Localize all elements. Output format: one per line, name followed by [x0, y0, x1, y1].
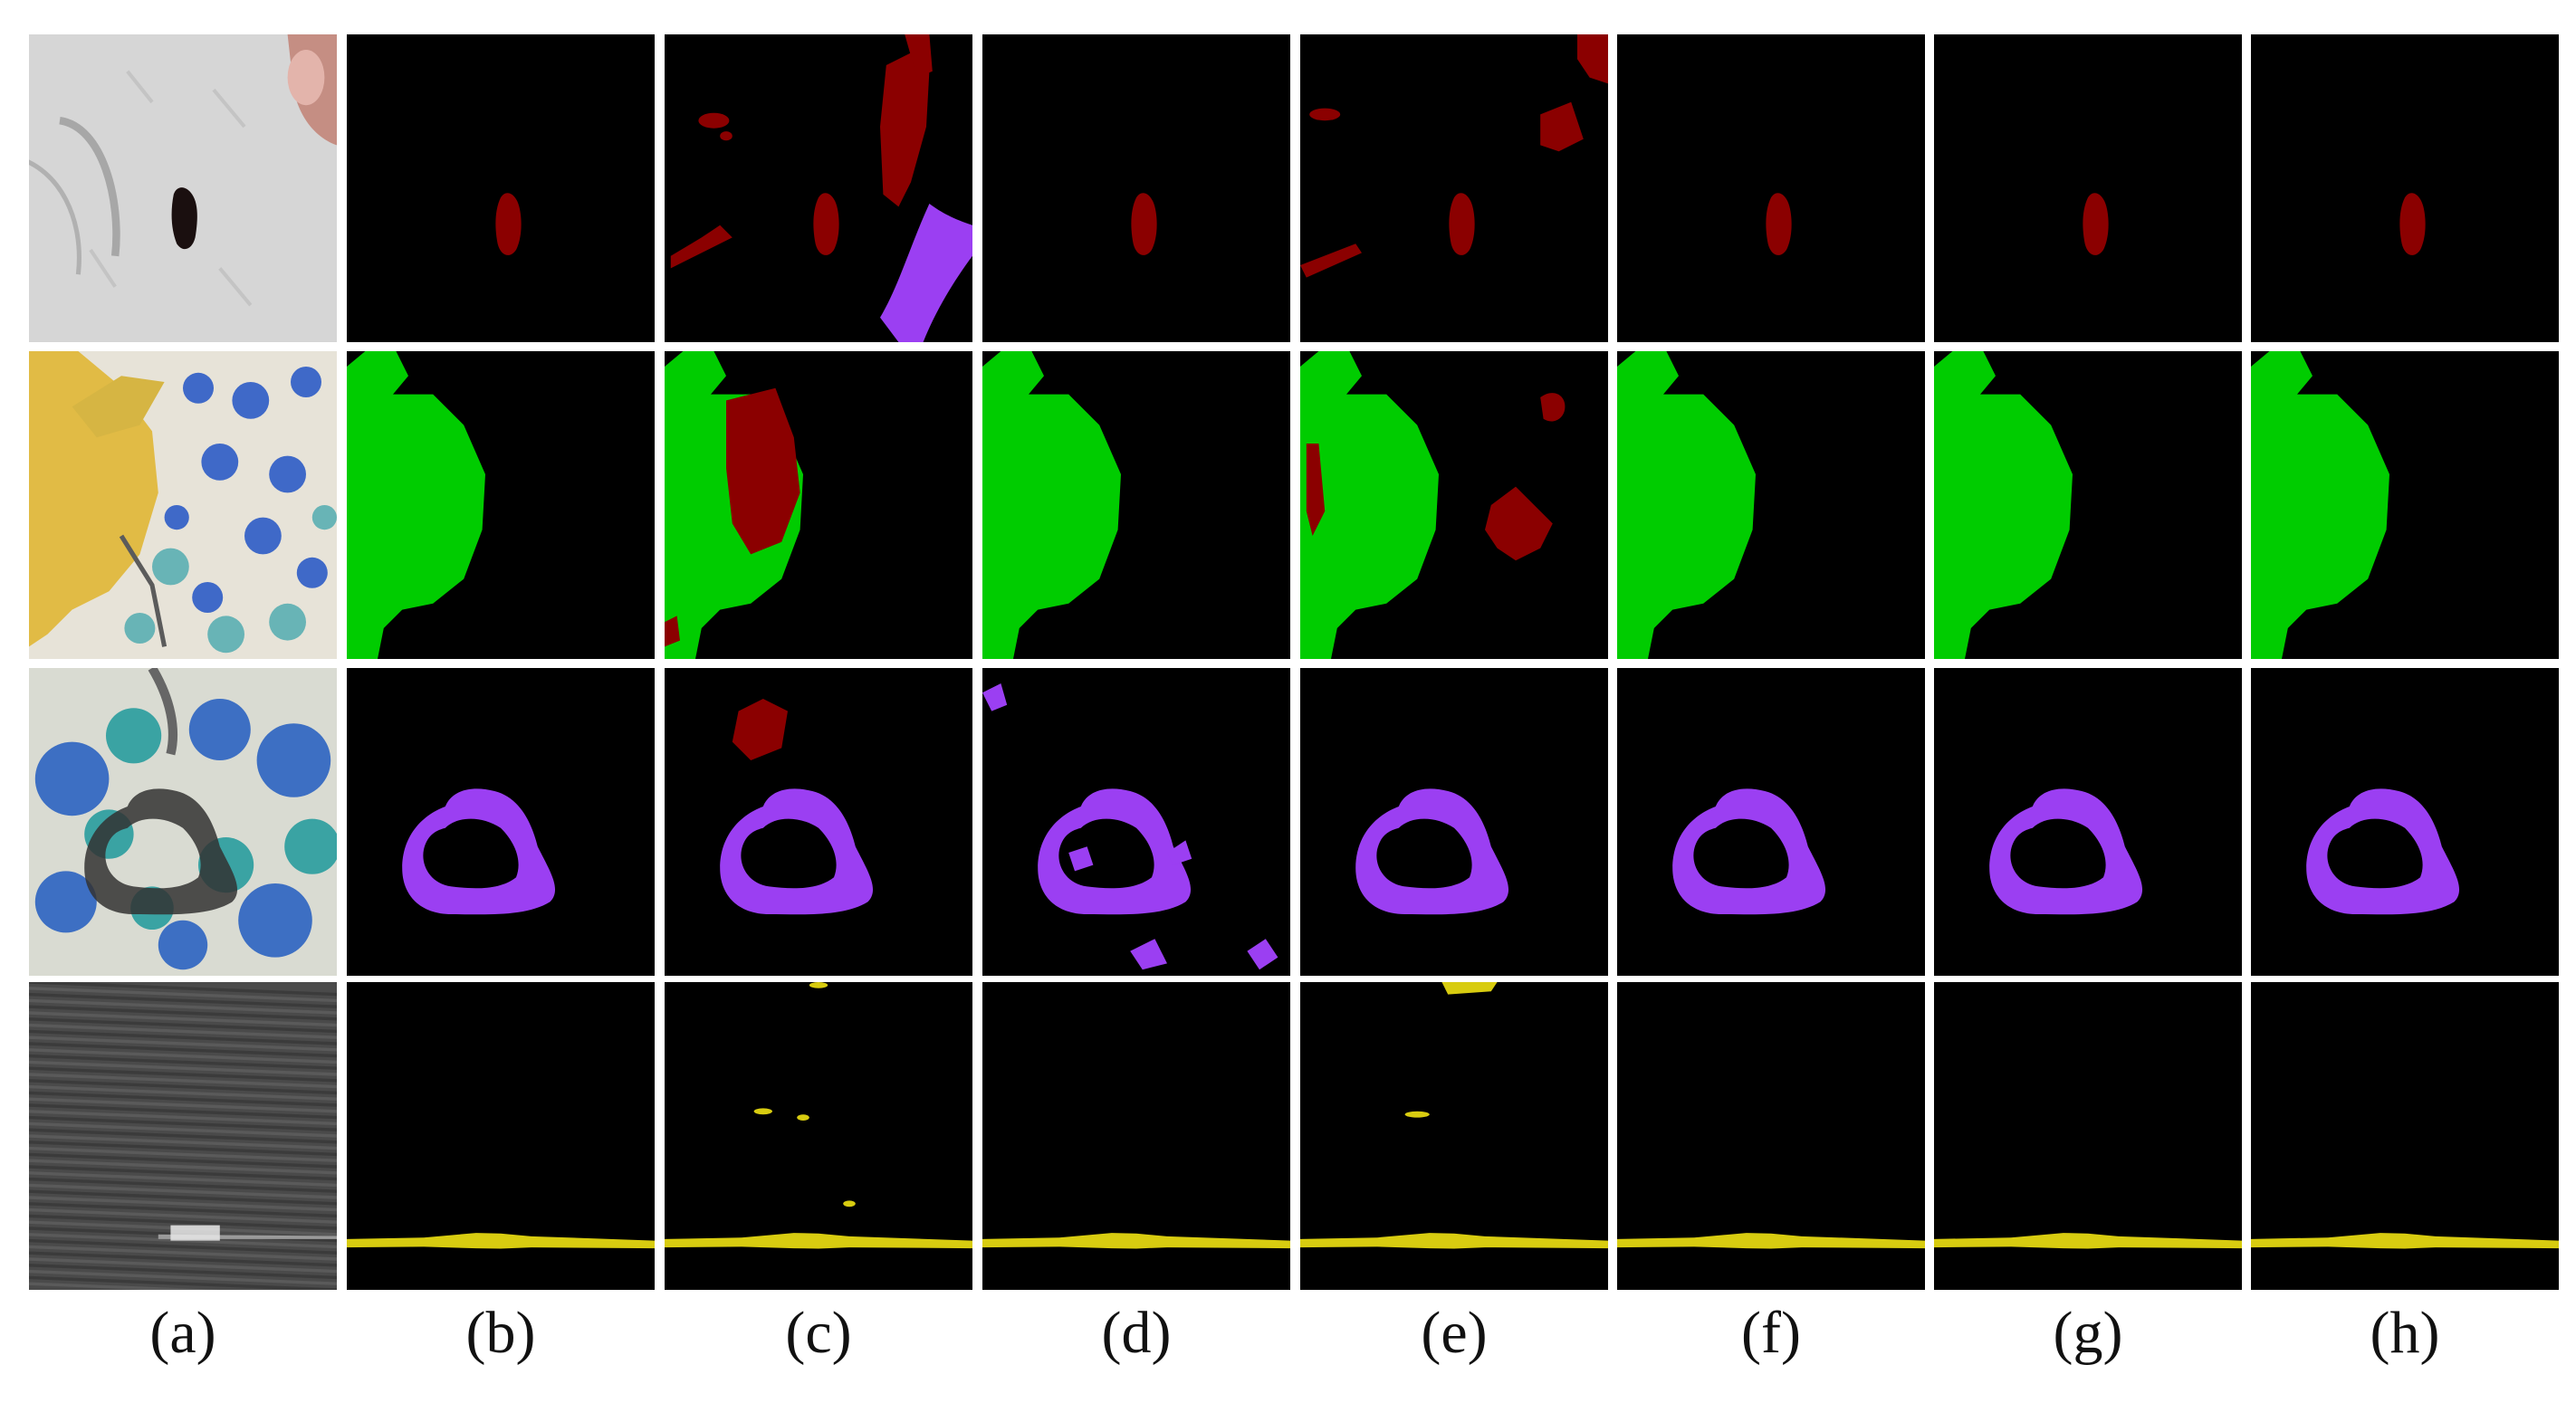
segmentation-mask-row-1-col-d — [982, 34, 1290, 342]
segmentation-mask-row-3-col-f — [1617, 668, 1925, 976]
segmentation-mask-row-2-col-c — [665, 351, 972, 659]
segmentation-mask-row-1-col-b — [347, 34, 655, 342]
segmentation-mask-row-4-col-d — [982, 982, 1290, 1290]
segmentation-mask-row-3-col-c — [665, 668, 972, 976]
segmentation-mask-row-3-col-e — [1300, 668, 1608, 976]
input-image-row-4 — [29, 982, 337, 1290]
segmentation-mask-row-4-col-h — [2251, 982, 2559, 1290]
column-label-b: (b) — [465, 1300, 536, 1366]
segmentation-mask-row-1-col-e — [1300, 34, 1608, 342]
input-image-row-3 — [29, 668, 337, 976]
column-label-e: (e) — [1421, 1300, 1488, 1366]
segmentation-mask-row-2-col-e — [1300, 351, 1608, 659]
input-image-row-2 — [29, 351, 337, 659]
column-label-c: (c) — [785, 1300, 852, 1366]
segmentation-mask-row-4-col-b — [347, 982, 655, 1290]
segmentation-mask-row-2-col-f — [1617, 351, 1925, 659]
segmentation-mask-row-3-col-d — [982, 668, 1290, 976]
segmentation-mask-row-2-col-g — [1934, 351, 2242, 659]
input-image-row-1 — [29, 34, 337, 342]
segmentation-mask-row-3-col-g — [1934, 668, 2242, 976]
segmentation-mask-row-1-col-h — [2251, 34, 2559, 342]
column-label-d: (d) — [1101, 1300, 1172, 1366]
segmentation-mask-row-1-col-f — [1617, 34, 1925, 342]
segmentation-mask-row-4-col-g — [1934, 982, 2242, 1290]
segmentation-mask-row-1-col-g — [1934, 34, 2242, 342]
segmentation-mask-row-4-col-e — [1300, 982, 1608, 1290]
segmentation-mask-row-4-col-f — [1617, 982, 1925, 1290]
segmentation-mask-row-3-col-h — [2251, 668, 2559, 976]
segmentation-mask-row-2-col-b — [347, 351, 655, 659]
column-label-g: (g) — [2053, 1300, 2123, 1366]
column-label-f: (f) — [1741, 1300, 1801, 1366]
segmentation-mask-row-4-col-c — [665, 982, 972, 1290]
segmentation-mask-row-2-col-h — [2251, 351, 2559, 659]
segmentation-mask-row-2-col-d — [982, 351, 1290, 659]
segmentation-mask-row-1-col-c — [665, 34, 972, 342]
segmentation-mask-row-3-col-b — [347, 668, 655, 976]
column-label-h: (h) — [2370, 1300, 2440, 1366]
column-label-a: (a) — [149, 1300, 216, 1366]
